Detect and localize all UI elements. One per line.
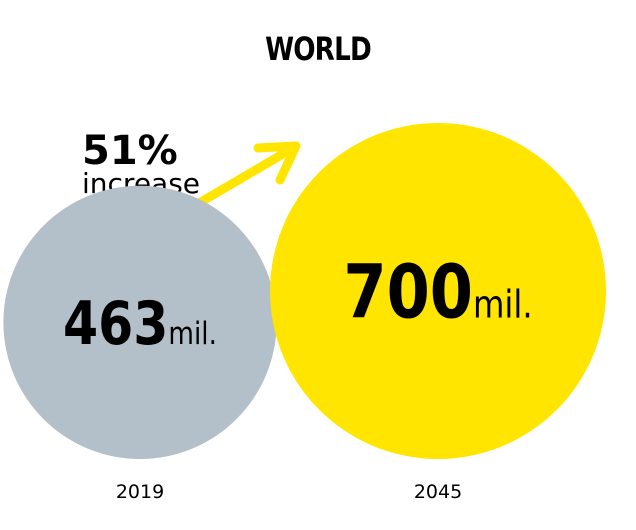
value-unit: mil. xyxy=(168,315,217,352)
value-number: 700 xyxy=(343,250,473,336)
arrow-head xyxy=(253,141,301,185)
chart-title: WORLD xyxy=(265,30,372,68)
bubble-value-label-2019: 463mil. xyxy=(63,289,217,359)
year-label-2045: 2045 xyxy=(414,481,462,503)
year-label-2019: 2019 xyxy=(116,481,164,503)
value-unit: mil. xyxy=(473,283,533,327)
bubble-value-label-2045: 700mil. xyxy=(343,250,532,336)
bubble-2045 xyxy=(270,123,606,459)
bubble-2019 xyxy=(3,185,277,459)
annotation-percentage: 51% xyxy=(82,128,178,174)
value-number: 463 xyxy=(63,289,168,359)
